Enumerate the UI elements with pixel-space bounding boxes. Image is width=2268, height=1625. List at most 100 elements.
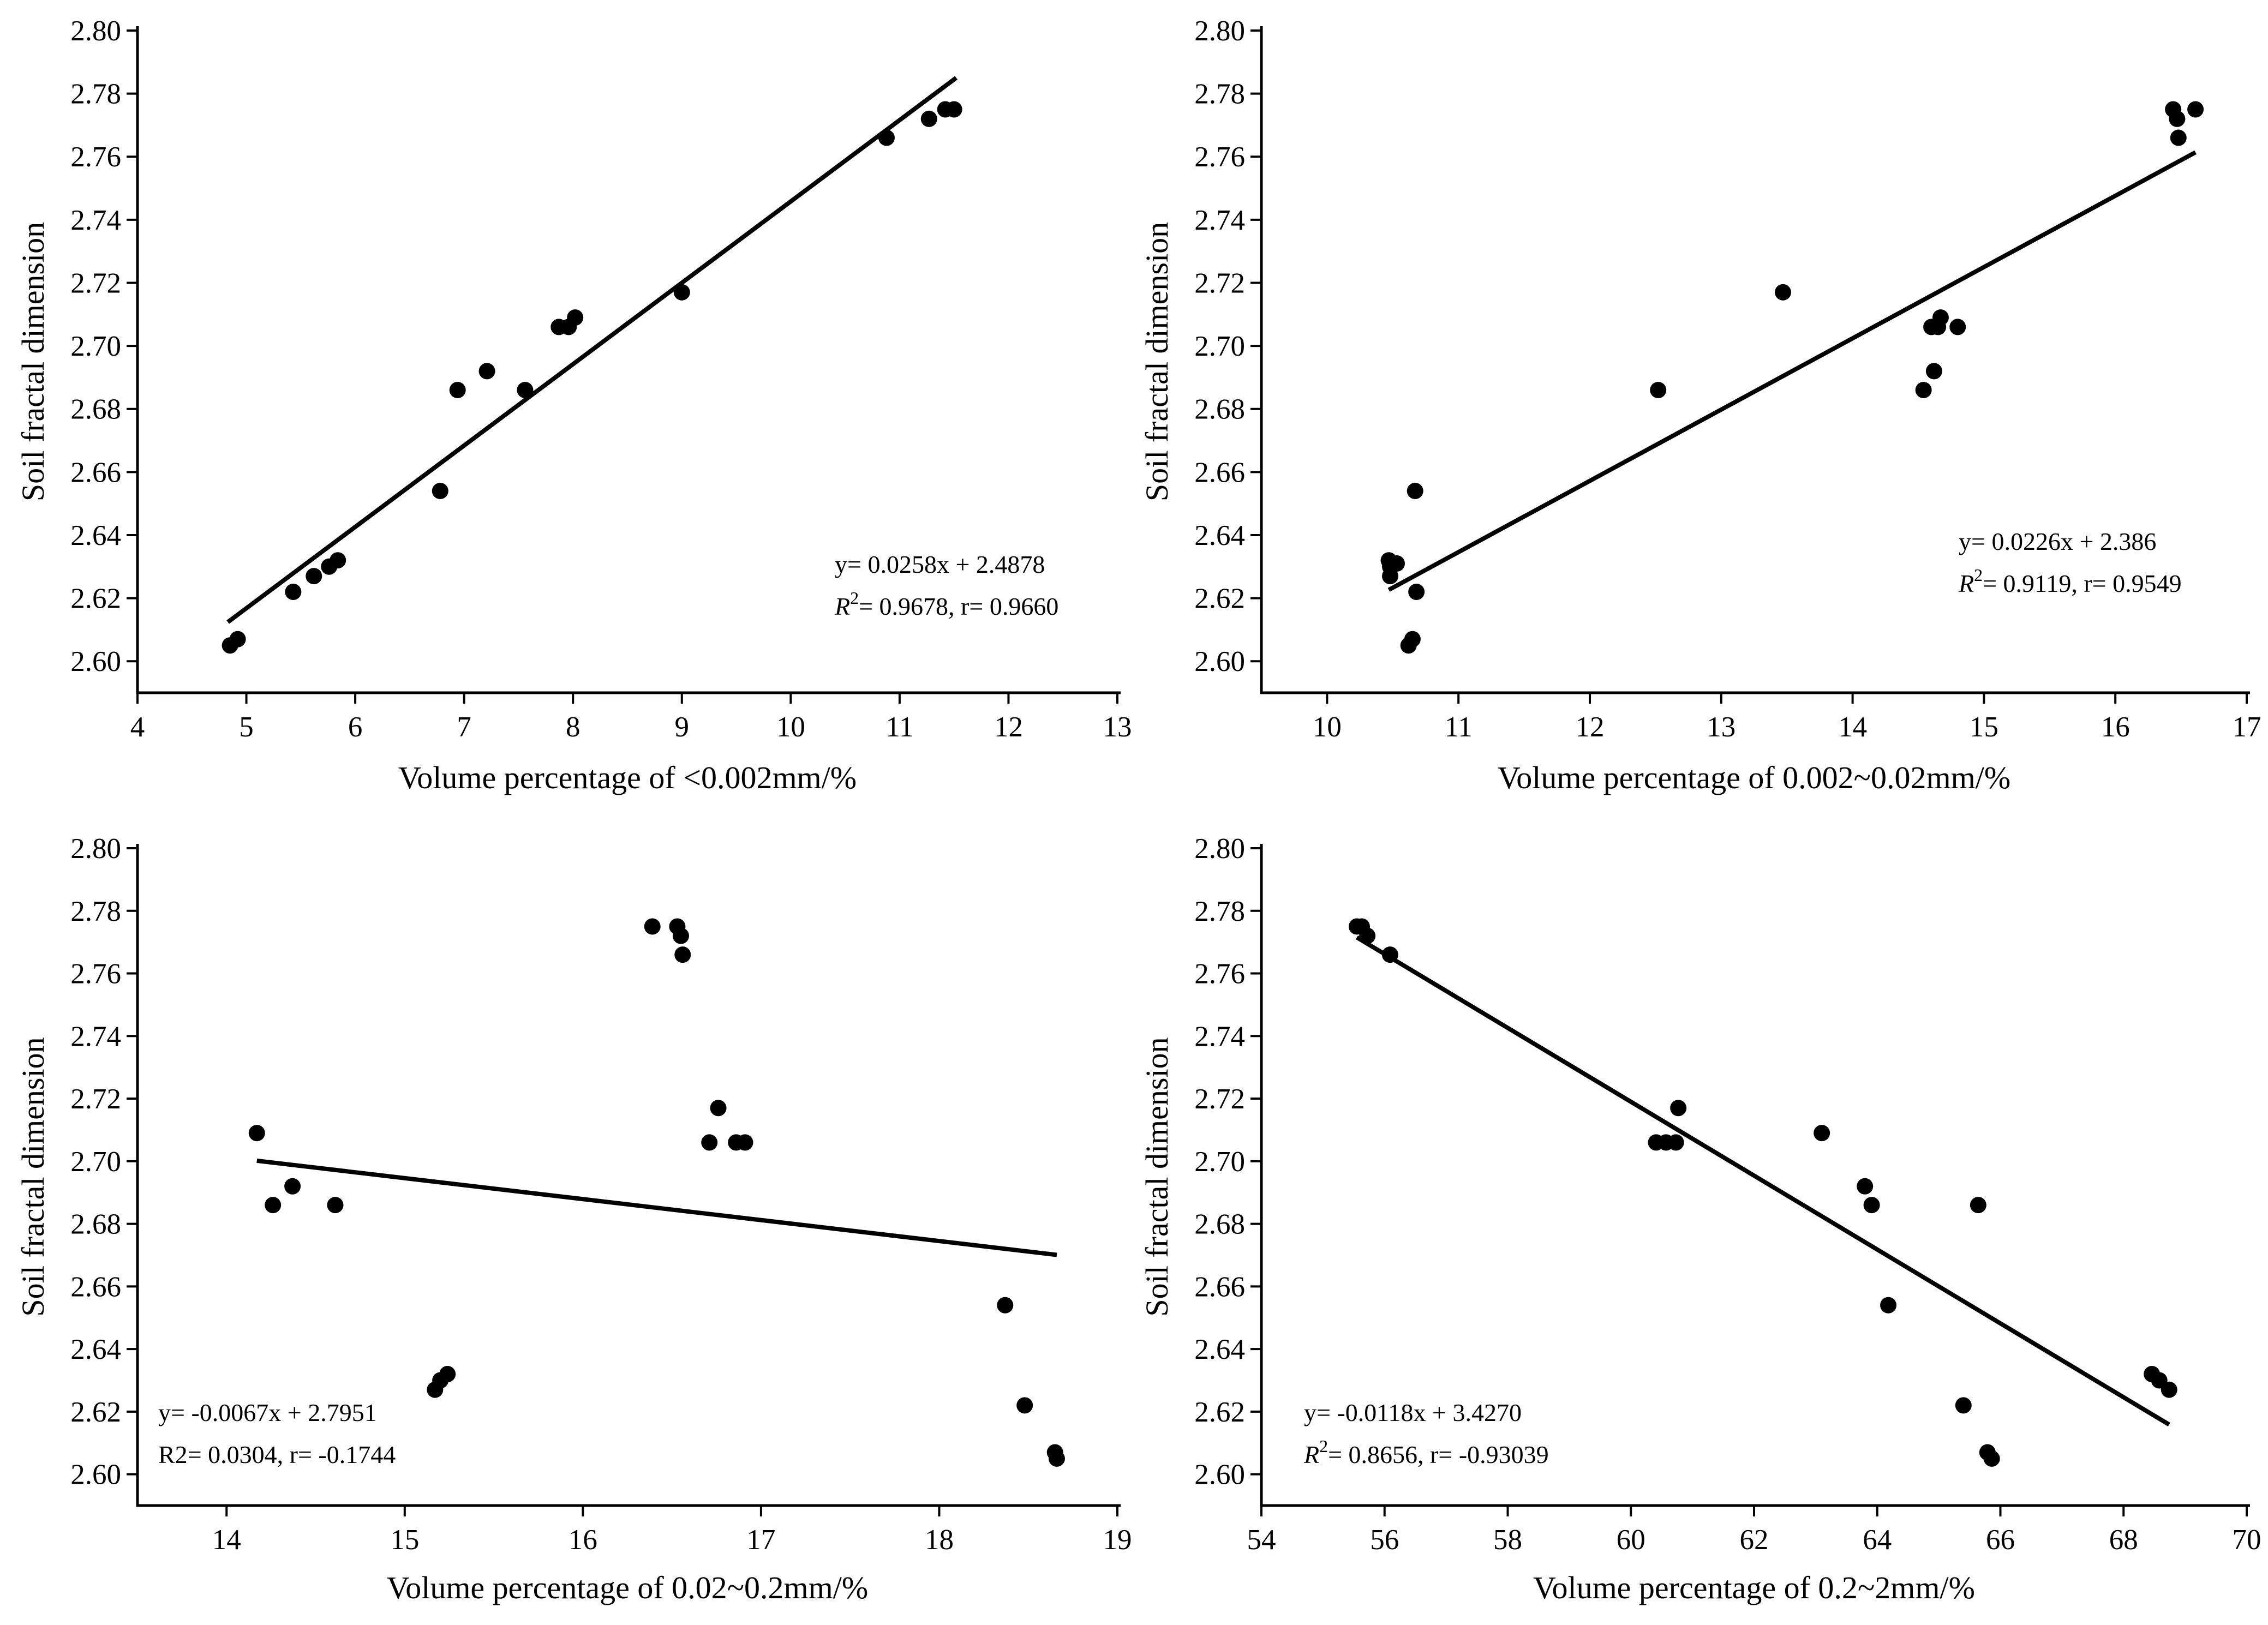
regression-stats: R2= 0.9678, r= 0.9660 — [834, 588, 1058, 620]
y-tick-label: 2.66 — [70, 457, 121, 488]
data-point — [567, 309, 584, 326]
data-point — [306, 568, 322, 585]
y-tick-label: 2.70 — [70, 331, 121, 362]
regression-stats: R2= 0.0304, r= -0.1744 — [158, 1441, 396, 1468]
y-tick-label: 2.74 — [70, 205, 121, 236]
x-tick-label: 13 — [1103, 711, 1132, 743]
y-tick-label: 2.74 — [70, 1021, 121, 1052]
data-point — [327, 1197, 344, 1214]
data-point — [1915, 382, 1932, 399]
y-tick-label: 2.78 — [1194, 896, 1245, 927]
data-point — [1863, 1197, 1880, 1214]
stats-values: = 0.9119, r= 0.9549 — [1983, 569, 2182, 597]
y-tick-label: 2.66 — [1194, 457, 1245, 488]
regression-line — [1355, 936, 2170, 1426]
data-point — [920, 110, 937, 127]
y-tick-label: 2.80 — [70, 15, 121, 47]
y-tick-label: 2.68 — [70, 1209, 121, 1240]
y-tick-label: 2.64 — [70, 1334, 121, 1365]
chart-panel-bottom-left: 2.60 2.62 2.64 2.66 2.68 2.70 2.72 2.74 2.76 2.78… — [15, 833, 1132, 1605]
data-point — [432, 483, 448, 500]
x-tick-label: 12 — [1576, 711, 1605, 743]
y-tick-label: 2.70 — [70, 1146, 121, 1178]
data-point — [1670, 1100, 1687, 1117]
data-point — [2161, 1381, 2177, 1398]
data-point — [517, 382, 534, 399]
r-squared-symbol: R2 — [158, 1441, 188, 1468]
chart-panel-top-left: 2.60 2.62 2.64 2.66 2.68 2.70 2.72 2.74 2.76 2.78… — [15, 15, 1132, 795]
data-point — [673, 284, 690, 301]
r-squared-symbol: R — [834, 592, 850, 620]
regression-line — [256, 1158, 1057, 1257]
x-tick-label: 13 — [1707, 711, 1736, 743]
y-axis-title: Soil fractal dimension — [1139, 222, 1175, 501]
data-point — [737, 1134, 753, 1151]
data-point — [248, 1125, 265, 1142]
regression-stats: R2= 0.8656, r= -0.93039 — [1303, 1436, 1549, 1468]
data-point — [439, 1366, 456, 1382]
x-tick-label: 64 — [1863, 1524, 1892, 1556]
y-tick-label: 2.78 — [70, 896, 121, 927]
data-point — [1925, 363, 1942, 380]
x-tick-label: 8 — [566, 711, 581, 743]
x-tick-label: 5 — [239, 711, 254, 743]
data-point — [644, 918, 661, 935]
y-tick-label: 2.62 — [1194, 1396, 1245, 1428]
x-tick-label: 16 — [569, 1524, 597, 1556]
y-tick-label: 2.66 — [70, 1271, 121, 1303]
y-tick-label: 2.78 — [70, 79, 121, 110]
x-axis-title: Volume percentage of 0.2~2mm/% — [1533, 1570, 1975, 1605]
x-axis-title: Volume percentage of 0.02~0.2mm/% — [387, 1570, 868, 1605]
data-point — [284, 1178, 301, 1195]
data-point — [1814, 1125, 1830, 1142]
stats-values: = 0.0304, r= -0.1744 — [188, 1441, 396, 1468]
y-tick-label: 2.76 — [1194, 958, 1245, 990]
x-tick-label: 15 — [390, 1524, 419, 1556]
x-tick-label: 14 — [212, 1524, 241, 1556]
y-tick-label: 2.62 — [70, 583, 121, 615]
data-point — [1970, 1197, 1986, 1214]
x-tick-label: 14 — [1838, 711, 1867, 743]
data-point — [672, 927, 689, 944]
data-point — [1404, 631, 1421, 647]
regression-equation: y= 0.0226x + 2.386 — [1959, 527, 2156, 555]
y-tick-label: 2.74 — [1194, 205, 1245, 236]
x-tick-label: 6 — [348, 711, 363, 743]
y-tick-label: 2.72 — [70, 1083, 121, 1115]
y-tick-label: 2.64 — [1194, 520, 1245, 551]
data-point — [1408, 584, 1425, 601]
y-axis-title: Soil fractal dimension — [15, 222, 51, 501]
chart-panel-top-right: 2.60 2.62 2.64 2.66 2.68 2.70 2.72 2.74 2.76 2.78… — [1139, 15, 2261, 795]
data-point — [997, 1297, 1014, 1314]
y-tick-label: 2.76 — [70, 958, 121, 990]
y-tick-label: 2.60 — [1194, 1459, 1245, 1491]
y-tick-label: 2.60 — [1194, 646, 1245, 677]
regression-line — [1387, 150, 2197, 592]
chart-panel-bottom-right: 2.60 2.62 2.64 2.66 2.68 2.70 2.72 2.74 2.76 2.78… — [1139, 833, 2261, 1605]
data-point — [1381, 946, 1398, 963]
r-squared-symbol: R — [1303, 1441, 1319, 1468]
data-point — [1774, 284, 1791, 301]
y-tick-label: 2.70 — [1194, 1146, 1245, 1178]
y-tick-label: 2.68 — [1194, 1209, 1245, 1240]
y-tick-label: 2.72 — [70, 267, 121, 299]
data-point — [2170, 129, 2187, 146]
y-tick-label: 2.72 — [1194, 1083, 1245, 1115]
stats-values: = 0.8656, r= -0.93039 — [1328, 1441, 1549, 1468]
x-tick-label: 4 — [130, 711, 145, 743]
data-point — [1983, 1450, 2000, 1467]
y-tick-label: 2.76 — [70, 141, 121, 173]
data-point — [1857, 1178, 1874, 1195]
y-tick-label: 2.76 — [1194, 141, 1245, 173]
superscript-two: 2 — [1974, 565, 1983, 585]
data-point — [878, 129, 895, 146]
data-point — [449, 382, 466, 399]
data-point — [265, 1197, 282, 1214]
y-tick-label: 2.62 — [1194, 583, 1245, 615]
y-tick-label: 2.70 — [1194, 331, 1245, 362]
x-tick-label: 12 — [994, 711, 1023, 743]
data-point — [1667, 1134, 1684, 1151]
y-tick-label: 2.60 — [70, 646, 121, 677]
y-tick-label: 2.78 — [1194, 79, 1245, 110]
r-squared-symbol: R — [1958, 569, 1974, 597]
